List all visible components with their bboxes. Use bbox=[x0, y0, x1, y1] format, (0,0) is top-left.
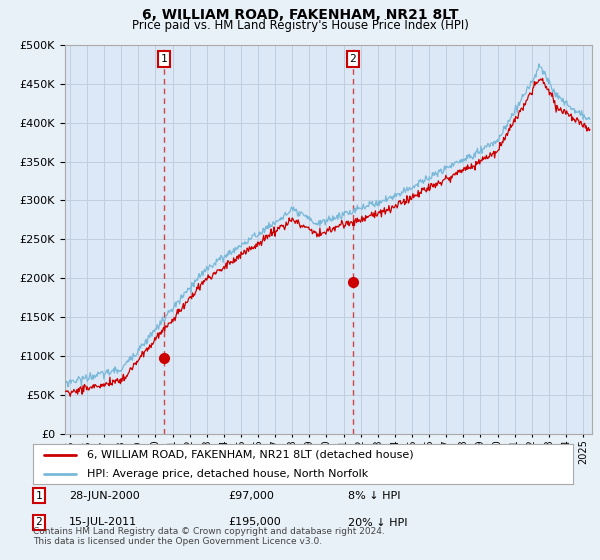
Text: Contains HM Land Registry data © Crown copyright and database right 2024.
This d: Contains HM Land Registry data © Crown c… bbox=[33, 526, 385, 546]
Text: Price paid vs. HM Land Registry's House Price Index (HPI): Price paid vs. HM Land Registry's House … bbox=[131, 19, 469, 32]
Text: HPI: Average price, detached house, North Norfolk: HPI: Average price, detached house, Nort… bbox=[87, 469, 368, 478]
Text: £97,000: £97,000 bbox=[228, 491, 274, 501]
Text: 1: 1 bbox=[35, 491, 43, 501]
Text: 6, WILLIAM ROAD, FAKENHAM, NR21 8LT (detached house): 6, WILLIAM ROAD, FAKENHAM, NR21 8LT (det… bbox=[87, 450, 413, 460]
Text: £195,000: £195,000 bbox=[228, 517, 281, 528]
Text: 1: 1 bbox=[160, 54, 167, 64]
Text: 20% ↓ HPI: 20% ↓ HPI bbox=[348, 517, 407, 528]
Text: 2: 2 bbox=[35, 517, 43, 528]
Text: 6, WILLIAM ROAD, FAKENHAM, NR21 8LT: 6, WILLIAM ROAD, FAKENHAM, NR21 8LT bbox=[142, 8, 458, 22]
Text: 2: 2 bbox=[349, 54, 356, 64]
Text: 15-JUL-2011: 15-JUL-2011 bbox=[69, 517, 137, 528]
Text: 8% ↓ HPI: 8% ↓ HPI bbox=[348, 491, 401, 501]
Text: 28-JUN-2000: 28-JUN-2000 bbox=[69, 491, 140, 501]
